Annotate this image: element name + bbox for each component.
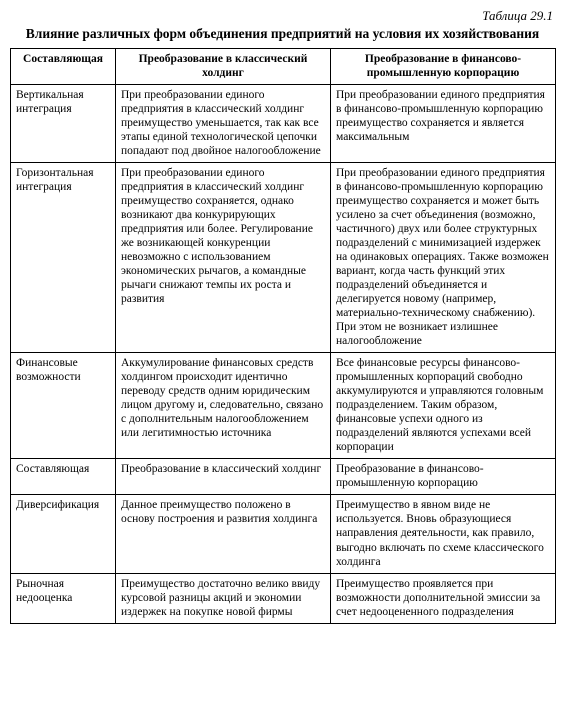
cell-holding: При преобразовании единого предприятия в… <box>116 163 331 353</box>
cell-component: Рыночная недооценка <box>11 573 116 623</box>
col-header-component: Составляющая <box>11 49 116 85</box>
table-title: Влияние различных форм объединения предп… <box>10 26 555 42</box>
table-row: Горизонтальная интеграция При преобразов… <box>11 163 556 353</box>
cell-holding: Аккумулирование финансовых средств холди… <box>116 353 331 459</box>
table-caption: Таблица 29.1 <box>10 8 553 24</box>
comparison-table: Составляющая Преобразование в классическ… <box>10 48 556 624</box>
table-row: Рыночная недооценка Преимущество достато… <box>11 573 556 623</box>
cell-component: Составляющая <box>11 459 116 495</box>
cell-holding: При преобразовании единого предприятия в… <box>116 85 331 163</box>
table-row: Вертикальная интеграция При преобразован… <box>11 85 556 163</box>
table-row: Финансовые возможности Аккумулирование ф… <box>11 353 556 459</box>
col-header-holding: Преобразование в классический холдинг <box>116 49 331 85</box>
cell-component: Диверсификация <box>11 495 116 573</box>
cell-fpc: Преимущество проявляется при возможности… <box>331 573 556 623</box>
cell-holding: Данное преимущество положено в основу по… <box>116 495 331 573</box>
table-row: Составляющая Преобразование в классическ… <box>11 459 556 495</box>
cell-component: Вертикальная интеграция <box>11 85 116 163</box>
cell-holding: Преобразование в классический холдинг <box>116 459 331 495</box>
cell-fpc: Преимущество в явном виде не используетс… <box>331 495 556 573</box>
cell-component: Горизонтальная интеграция <box>11 163 116 353</box>
col-header-fpc: Преобразование в финансово-промышленную … <box>331 49 556 85</box>
table-row: Диверсификация Данное преимущество полож… <box>11 495 556 573</box>
cell-fpc: Все финансовые ресурсы финансово-промышл… <box>331 353 556 459</box>
cell-fpc: При преобразовании единого предприятия в… <box>331 85 556 163</box>
table-header-row: Составляющая Преобразование в классическ… <box>11 49 556 85</box>
cell-component: Финансовые возможности <box>11 353 116 459</box>
cell-fpc: При преобразовании единого предприятия в… <box>331 163 556 353</box>
cell-fpc: Преобразование в финансово-промышленную … <box>331 459 556 495</box>
cell-holding: Преимущество достаточно велико ввиду кур… <box>116 573 331 623</box>
